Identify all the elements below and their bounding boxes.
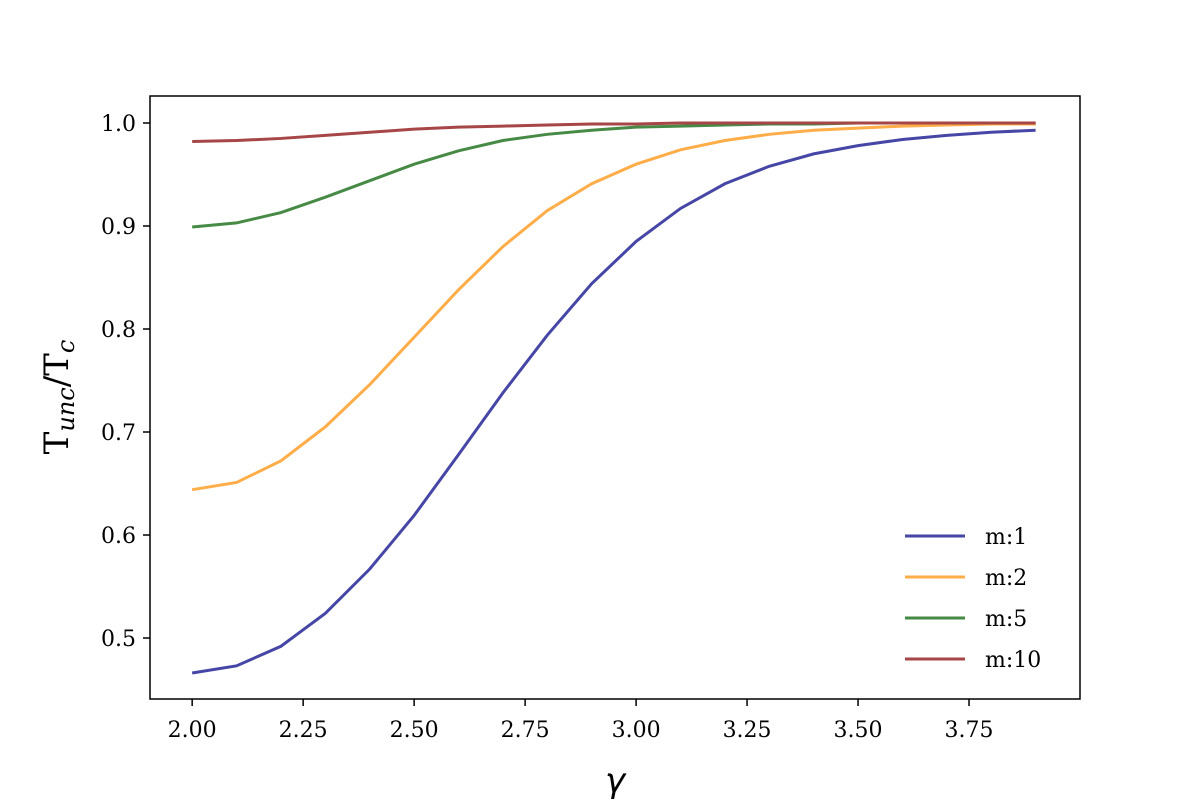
x-tick-label: 2.25 bbox=[279, 718, 328, 743]
legend-label: m:5 bbox=[985, 607, 1027, 632]
x-tick-label: 3.00 bbox=[612, 718, 661, 743]
y-axis-label: Tunc/Tc bbox=[37, 340, 80, 455]
y-label-part: /T bbox=[37, 353, 77, 387]
x-tick-label: 3.75 bbox=[945, 718, 994, 743]
y-tick-label: 0.5 bbox=[101, 627, 136, 652]
series-line bbox=[192, 121, 1036, 144]
plot-frame bbox=[149, 95, 1081, 700]
x-axis-label: γ bbox=[605, 761, 627, 800]
x-tick-label: 2.50 bbox=[390, 718, 439, 743]
y-tick-label: 0.7 bbox=[101, 421, 136, 446]
series-line bbox=[191, 128, 1036, 675]
legend-label: m:10 bbox=[985, 648, 1041, 673]
x-tick-label: 3.25 bbox=[723, 718, 772, 743]
y-tick-label: 0.9 bbox=[101, 215, 136, 240]
y-tick-label: 0.6 bbox=[101, 524, 136, 549]
y-label-part: unc bbox=[52, 387, 80, 431]
y-tick-label: 1.0 bbox=[101, 112, 136, 137]
y-label-part: T bbox=[37, 431, 77, 454]
series-line bbox=[191, 122, 1036, 492]
legend-label: m:1 bbox=[985, 525, 1027, 550]
y-label-part: c bbox=[52, 340, 80, 353]
x-tick-label: 2.00 bbox=[168, 718, 217, 743]
x-tick-label: 3.50 bbox=[834, 718, 883, 743]
legend-label: m:2 bbox=[985, 566, 1027, 591]
x-tick-label: 2.75 bbox=[501, 718, 550, 743]
y-tick-label: 0.8 bbox=[101, 318, 136, 343]
